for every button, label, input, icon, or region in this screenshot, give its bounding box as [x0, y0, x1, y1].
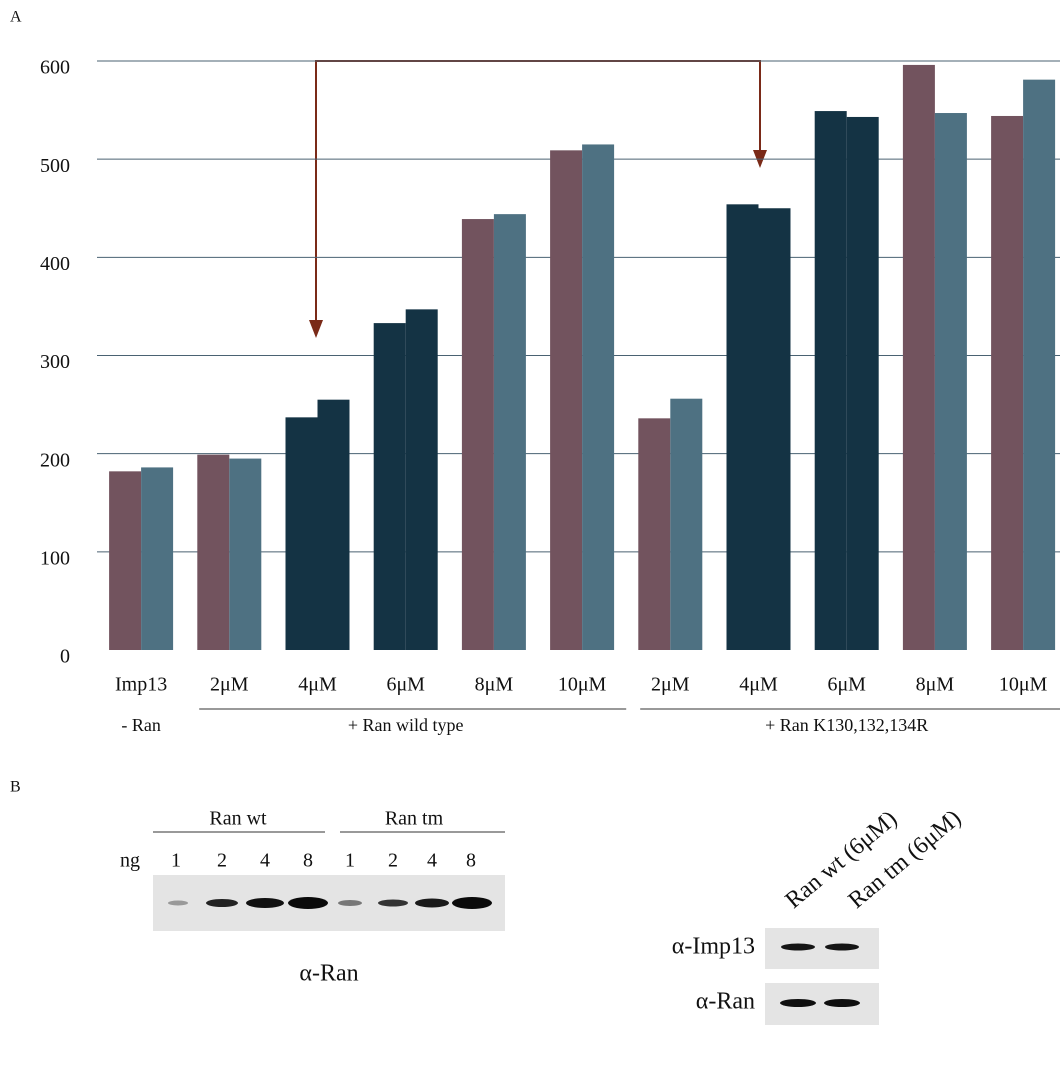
group-label: Ran wt	[209, 808, 267, 830]
panel-label: A	[10, 9, 22, 26]
bar	[462, 219, 494, 650]
bar	[727, 204, 759, 650]
antibody-label: α-Imp13	[672, 934, 755, 960]
group-label: - Ran	[121, 715, 161, 735]
y-tick-label: 0	[60, 646, 70, 668]
band	[338, 900, 362, 906]
amount-label: 4	[260, 850, 270, 872]
x-tick-label: 10μM	[558, 674, 607, 696]
x-tick-label: 6μM	[827, 674, 866, 696]
y-tick-label: 500	[40, 155, 70, 177]
band	[206, 899, 238, 907]
x-tick-label: 2μM	[210, 674, 249, 696]
x-tick-label: 8μM	[475, 674, 514, 696]
group-label: + Ran K130,132,134R	[765, 715, 928, 735]
y-tick-label: 600	[40, 57, 70, 79]
bar	[109, 471, 141, 650]
x-tick-label: 10μM	[999, 674, 1048, 696]
bar	[494, 214, 526, 650]
bar	[582, 144, 614, 650]
band	[825, 944, 859, 951]
band	[452, 897, 492, 909]
x-tick-label: 4μM	[298, 674, 337, 696]
bar	[991, 116, 1023, 650]
panel-label: B	[10, 779, 21, 796]
y-tick-label: 200	[40, 449, 70, 471]
bar	[670, 399, 702, 650]
blot-right: Ran wt (6μM) Ran tm (6μM) α-Imp13 α-Ran	[672, 805, 966, 1025]
bar	[847, 117, 879, 650]
band	[780, 999, 816, 1007]
bar	[638, 418, 670, 650]
bar	[935, 113, 967, 650]
band	[378, 900, 408, 907]
band	[246, 898, 284, 908]
bar	[406, 309, 438, 650]
bar	[815, 111, 847, 650]
amount-label: 2	[388, 850, 398, 872]
x-tick-label: 2μM	[651, 674, 690, 696]
amount-label: 8	[303, 850, 313, 872]
group-label: + Ran wild type	[348, 715, 464, 735]
amount-label: 2	[217, 850, 227, 872]
x-tick-label: 6μM	[386, 674, 425, 696]
y-tick-label: 300	[40, 351, 70, 373]
bar	[229, 459, 261, 650]
amount-label: 4	[427, 850, 437, 872]
bar	[374, 323, 406, 650]
bar	[318, 400, 350, 650]
arrow-head	[309, 320, 323, 338]
x-tick-label: Imp13	[115, 674, 167, 696]
x-tick-label: 8μM	[916, 674, 955, 696]
blot	[765, 928, 879, 969]
antibody-label: α-Ran	[696, 989, 755, 1015]
group-label: Ran tm	[385, 808, 444, 830]
blot-left: Ran wt Ran tm ng α-Ran	[120, 808, 505, 987]
figure: A B Ran wt Ran tm ng α-Ran Ran wt (6μM) …	[0, 0, 1062, 1083]
bar	[197, 455, 229, 650]
y-tick-label: 100	[40, 547, 70, 569]
unit-label: ng	[120, 850, 140, 872]
bar	[141, 467, 173, 650]
arrows	[309, 61, 767, 338]
band	[168, 901, 188, 906]
band	[824, 999, 860, 1007]
bar	[903, 65, 935, 650]
bar	[759, 208, 791, 650]
band	[415, 899, 449, 908]
antibody-label: α-Ran	[299, 961, 358, 987]
bar	[286, 417, 318, 650]
amount-label: 8	[466, 850, 476, 872]
amount-label: 1	[171, 850, 181, 872]
y-tick-label: 400	[40, 253, 70, 275]
arrow-line	[316, 61, 760, 330]
bar	[1023, 80, 1055, 650]
band	[781, 944, 815, 951]
x-tick-label: 4μM	[739, 674, 778, 696]
band	[288, 897, 328, 909]
bar	[550, 150, 582, 650]
amount-label: 1	[345, 850, 355, 872]
